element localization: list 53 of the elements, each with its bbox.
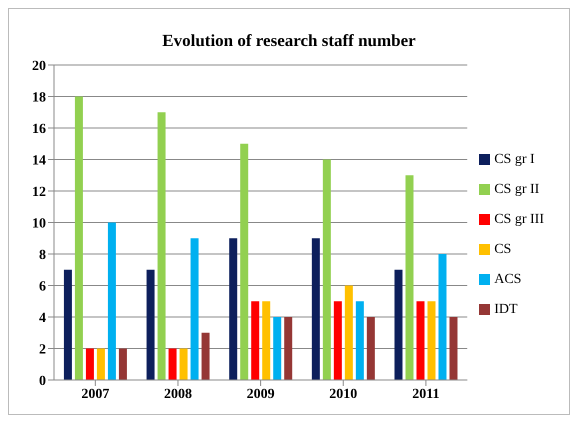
x-tick-label: 2009 <box>246 386 275 402</box>
x-tick-label: 2011 <box>412 386 440 402</box>
legend-label: CS <box>494 242 512 257</box>
y-tick-label: 16 <box>32 122 46 137</box>
y-tick-label: 14 <box>32 153 46 168</box>
bar <box>168 348 177 380</box>
bar <box>284 317 292 380</box>
bar <box>273 317 282 380</box>
bar <box>449 317 458 380</box>
legend-label: IDT <box>494 302 518 317</box>
bar <box>312 238 320 380</box>
bar <box>438 254 446 380</box>
bar <box>229 238 238 380</box>
chart-title: Evolution of research staff number <box>161 31 417 52</box>
bar <box>158 112 166 380</box>
bar <box>405 175 414 380</box>
bar <box>180 348 188 380</box>
y-tick-label: 10 <box>32 216 46 232</box>
bar <box>356 301 364 380</box>
y-tick-label: 2 <box>39 342 46 358</box>
bar <box>74 96 83 380</box>
x-tick-label: 2010 <box>329 386 358 402</box>
bar <box>86 348 94 380</box>
bar <box>262 301 270 380</box>
y-tick-label: 20 <box>32 58 46 74</box>
bar <box>146 270 155 380</box>
y-tick-label: 18 <box>32 90 46 106</box>
y-tick-label: 0 <box>39 374 46 389</box>
bar <box>394 270 402 380</box>
x-tick-label: 2008 <box>164 386 192 402</box>
bar <box>118 348 127 380</box>
legend-label: ACS <box>494 272 522 287</box>
bar <box>334 301 342 380</box>
bar <box>240 144 248 380</box>
bar <box>251 301 260 380</box>
bar <box>416 301 424 380</box>
bar <box>344 286 353 380</box>
bar <box>64 270 72 380</box>
x-tick-label: 2007 <box>81 386 110 402</box>
y-tick-label: 4 <box>39 310 46 326</box>
bar <box>427 301 436 380</box>
legend-label: CS gr I <box>494 152 535 167</box>
bar <box>366 317 375 380</box>
y-tick-label: 8 <box>39 248 46 263</box>
bar <box>96 348 105 380</box>
legend-label: CS gr III <box>494 212 544 227</box>
bar <box>108 222 116 380</box>
legend-label: CS gr II <box>494 182 540 197</box>
y-tick-label: 12 <box>32 184 46 200</box>
bar <box>322 160 331 380</box>
y-tick-label: 6 <box>39 279 46 294</box>
bar <box>202 332 210 380</box>
bar <box>190 238 199 380</box>
